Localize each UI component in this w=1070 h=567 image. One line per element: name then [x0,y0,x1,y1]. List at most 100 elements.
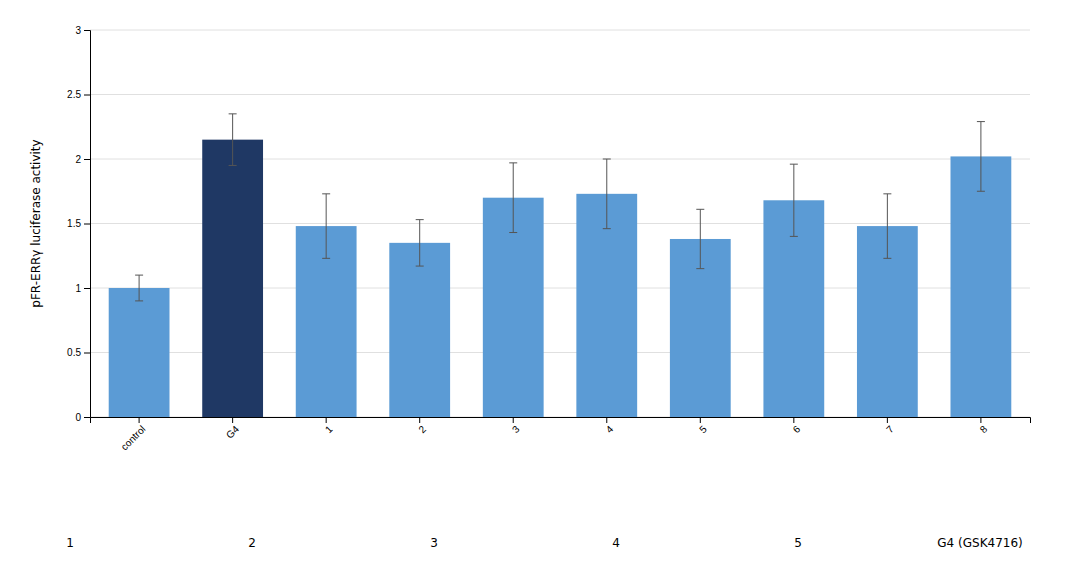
plot-area: 0 0.5 1 1.5 2 2.5 3 control G4 1 2 3 4 5 6 7 8 pFR-ERRγ l… [29,25,1031,453]
annotations: 1 2 3 4 5 G4 (GSK4716) [66,536,1023,550]
error-bar-cap [416,266,424,267]
x-tick-mark [326,417,327,423]
x-tick-mark [980,417,981,423]
error-bar-cap [696,268,704,269]
error-bar-stem [606,159,607,229]
y-tick-label: 2 [75,154,81,165]
error-bar-cap [135,300,143,301]
x-tick-mark [139,417,140,423]
error-bar-cap [416,219,424,220]
y-axis-title: pFR-ERRγ luciferase activity [29,139,43,307]
y-tick-label: 3 [75,25,81,36]
x-tick-label: 4 [604,423,616,435]
error-bar-stem [232,114,233,166]
x-tick: G4 [224,417,242,441]
error-bar-stem [419,220,420,266]
x-tick: 5 [697,417,709,435]
x-tick: 6 [791,417,803,435]
y-tick-label: 2.5 [67,89,81,100]
error-bar [696,209,704,268]
x-tick-label: 2 [416,423,428,435]
x-tick-mark [513,417,514,423]
x-tick-label: 5 [697,423,709,435]
y-tick-mark [84,159,90,160]
x-tick-label: 6 [791,423,803,435]
x-tick-mark [887,417,888,423]
error-bar-stem [139,275,140,301]
x-tick: 1 [323,417,335,435]
x-tick-label: 8 [978,423,990,435]
bar [109,288,170,417]
error-bar [977,122,985,192]
error-bar-cap [883,193,891,194]
error-bar-cap [790,236,798,237]
x-tick-label: 7 [884,423,896,435]
y-tick-label: 1.5 [67,218,81,229]
y-axis-line [84,31,91,418]
chart-svg: 0 0.5 1 1.5 2 2.5 3 control G4 1 2 3 4 5 6 7 8 pFR-ERRγ l… [0,0,1070,567]
error-bar-cap [509,232,517,233]
y-tick-mark [84,95,90,96]
y-tick-label: 0 [75,412,81,423]
error-bar [416,220,424,266]
error-bar-cap [229,113,237,114]
x-axis-line [91,418,1031,424]
annotation: 5 [794,536,802,550]
error-bar [322,194,330,259]
y-tick: 3 [75,25,90,36]
x-axis: control G4 1 2 3 4 5 6 7 8 [91,417,1031,452]
y-tick-mark [84,353,90,354]
error-bar-cap [229,165,237,166]
x-tick: 7 [884,417,896,435]
annotation: 3 [430,536,438,550]
error-bar-stem [326,194,327,259]
error-bar [883,194,891,259]
y-tick: 1.5 [67,218,90,229]
x-tick: 8 [978,417,990,435]
bar [202,140,263,417]
error-bar [509,163,517,233]
error-bar-stem [793,164,794,236]
grid-line [90,30,1030,31]
y-tick-mark [84,224,90,225]
x-tick-mark [419,417,420,423]
y-tick-label: 0.5 [67,347,81,358]
error-bar-cap [509,162,517,163]
x-tick-label: G4 [224,423,242,441]
bar [950,156,1011,417]
annotation: G4 (GSK4716) [937,536,1022,550]
y-tick-label: 1 [75,283,81,294]
grid [90,30,1030,417]
x-tick-mark [793,417,794,423]
y-axis: 0 0.5 1 1.5 2 2.5 3 [67,25,90,423]
error-bar-cap [883,258,891,259]
error-bar [135,275,143,301]
grid-line [90,94,1030,95]
y-tick: 2.5 [67,89,90,100]
bar [389,243,450,417]
marks [109,114,1012,417]
x-tick-label: control [119,423,148,452]
error-bar-stem [980,122,981,192]
y-tick: 1 [75,283,90,294]
error-bar-stem [513,163,514,233]
y-tick: 0.5 [67,347,90,358]
x-tick-mark [606,417,607,423]
y-tick-mark [84,30,90,31]
annotation: 2 [248,536,256,550]
error-bar-cap [696,209,704,210]
y-tick: 2 [75,154,90,165]
x-tick: 4 [604,417,616,435]
x-tick: 3 [510,417,522,435]
error-bar-stem [700,209,701,268]
annotation: 1 [66,536,74,550]
x-tick-label: 1 [323,423,335,435]
error-bar-cap [603,228,611,229]
error-bar [229,114,237,166]
x-tick-label: 3 [510,423,522,435]
error-bar [790,164,798,236]
error-bar [603,159,611,229]
annotation: 4 [612,536,620,550]
y-tick-mark [84,417,90,418]
error-bar-cap [603,159,611,160]
